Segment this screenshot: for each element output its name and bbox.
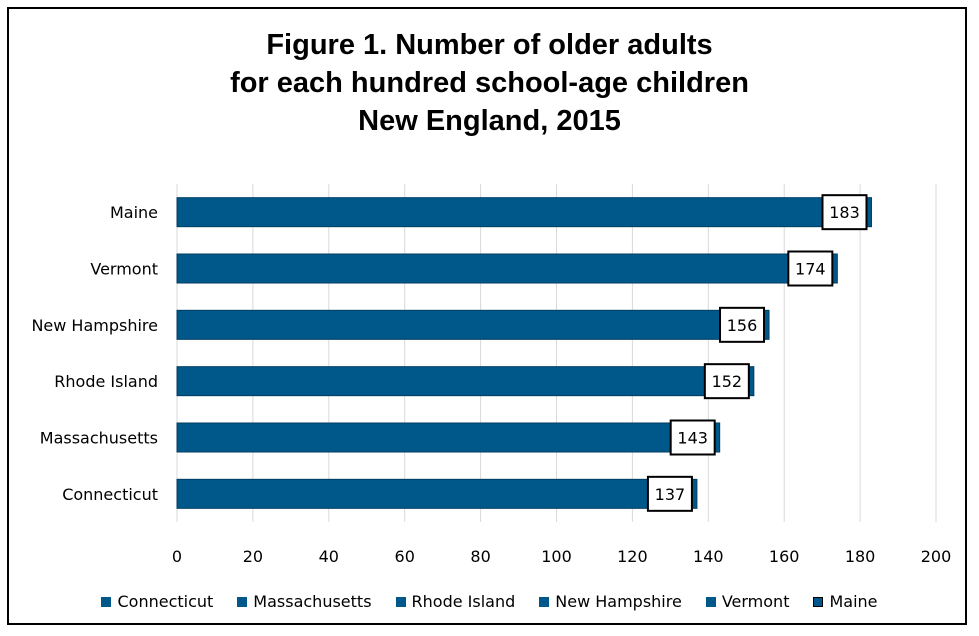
legend-swatch	[237, 596, 248, 607]
legend-item: Maine	[813, 592, 878, 611]
legend-swatch	[813, 596, 824, 607]
x-tick-label: 100	[541, 547, 572, 566]
data-label: 183	[829, 203, 860, 222]
legend-item: Connecticut	[101, 592, 213, 611]
category-label: Maine	[110, 203, 158, 222]
legend-label: New Hampshire	[555, 592, 682, 611]
x-tick-label: 60	[395, 547, 415, 566]
x-tick-label: 200	[921, 547, 952, 566]
legend-swatch	[539, 596, 550, 607]
bar	[176, 309, 770, 340]
data-label-box	[719, 306, 766, 343]
legend-label: Connecticut	[117, 592, 214, 611]
bar	[176, 253, 838, 284]
data-label-box	[787, 250, 834, 287]
chart-title-line-2: for each hundred school-age children	[230, 67, 749, 99]
legend-label: Vermont	[721, 592, 790, 611]
data-label-box	[646, 475, 693, 512]
data-label-box	[669, 419, 716, 456]
bar	[176, 478, 698, 509]
bar	[176, 197, 872, 228]
x-tick-label: 80	[470, 547, 490, 566]
x-tick-label: 140	[693, 547, 724, 566]
x-tick-label: 160	[769, 547, 800, 566]
x-tick-label: 0	[172, 547, 182, 566]
chart-title: Figure 1. Number of older adults for eac…	[0, 26, 979, 140]
data-label-box	[821, 194, 868, 231]
data-label-box	[703, 363, 750, 400]
legend-label: Massachusetts	[253, 592, 372, 611]
data-label: 156	[727, 316, 758, 335]
chart-legend: Connecticut Massachusetts Rhode Island New …	[0, 592, 979, 611]
x-tick-label: 180	[845, 547, 876, 566]
x-tick-label: 40	[319, 547, 339, 566]
category-label: Vermont	[90, 260, 158, 279]
bar	[176, 422, 721, 453]
x-tick-label: 120	[617, 547, 648, 566]
chart-title-line-3: New England, 2015	[358, 105, 621, 137]
bar	[176, 366, 755, 397]
data-label: 143	[677, 429, 708, 448]
category-label: New Hampshire	[31, 316, 158, 335]
data-label: 152	[712, 372, 743, 391]
x-tick-label: 20	[243, 547, 263, 566]
category-label: Connecticut	[62, 485, 158, 504]
category-label: Rhode Island	[54, 372, 158, 391]
legend-swatch	[705, 596, 716, 607]
category-label: Massachusetts	[40, 429, 158, 448]
legend-label: Maine	[829, 592, 878, 611]
legend-item: New Hampshire	[539, 592, 682, 611]
legend-item: Vermont	[705, 592, 790, 611]
legend-swatch	[101, 596, 112, 607]
legend-swatch	[395, 596, 406, 607]
data-label: 174	[795, 260, 826, 279]
chart-title-line-1: Figure 1. Number of older adults	[266, 29, 713, 61]
legend-item: Massachusetts	[237, 592, 372, 611]
legend-label: Rhode Island	[411, 592, 516, 611]
data-label: 137	[655, 485, 686, 504]
legend-item: Rhode Island	[395, 592, 516, 611]
